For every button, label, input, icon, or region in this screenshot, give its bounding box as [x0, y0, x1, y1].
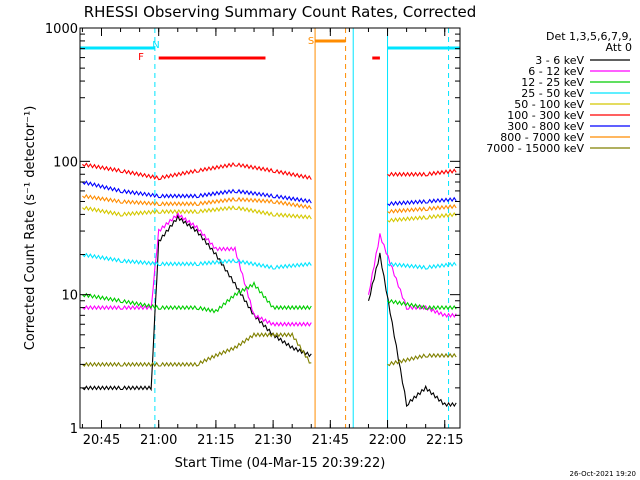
flag-label: S: [308, 36, 314, 47]
flag-lines: [154, 28, 450, 428]
series-line: [82, 281, 312, 314]
series-line: [387, 298, 457, 311]
flag-label: N: [152, 40, 159, 51]
series-line: [82, 211, 312, 327]
y-tick-label: 1: [70, 422, 78, 437]
x-tick-label: 20:45: [83, 433, 120, 448]
series-line: [82, 331, 312, 368]
legend-header: Det 1,3,5,6,7,9,: [546, 30, 632, 43]
series-line: [387, 261, 457, 270]
plot-frame: [79, 27, 461, 429]
x-tick-label: 22:15: [426, 433, 463, 448]
series-line: [387, 211, 457, 223]
series-line: [387, 203, 457, 214]
x-tick-label: 22:00: [369, 433, 406, 448]
series-line: [367, 252, 457, 408]
x-tick-label: 21:45: [312, 433, 349, 448]
series-line: [82, 180, 312, 204]
flag-bars: NF S: [80, 36, 460, 63]
chart-title: RHESSI Observing Summary Count Rates, Co…: [84, 3, 477, 21]
y-tick-label: 100: [53, 155, 78, 170]
series-line: [367, 233, 457, 318]
legend-header: Att 0: [606, 41, 632, 54]
legend-label: 100 - 300 keV: [507, 109, 584, 122]
y-tick-label: 10: [61, 289, 78, 304]
series-line: [82, 193, 312, 210]
legend-label: 300 - 800 keV: [507, 120, 584, 133]
legend-label: 50 - 100 keV: [514, 98, 584, 111]
legend-label: 12 - 25 keV: [521, 76, 584, 89]
y-tick-label: 1000: [45, 22, 78, 37]
series-line: [82, 161, 312, 181]
flag-label: F: [138, 52, 144, 63]
series-layer: [82, 161, 457, 408]
x-tick-label: 21:00: [140, 433, 177, 448]
x-tick-label: 21:15: [197, 433, 234, 448]
legend-label: 25 - 50 keV: [521, 87, 584, 100]
series-line: [387, 352, 457, 367]
series-line: [82, 205, 312, 220]
legend-label: 6 - 12 keV: [528, 65, 584, 78]
axes: 20:45 21:00 21:15 21:30 21:45 22:00 22:15 1 10 10…: [45, 22, 464, 448]
y-axis-label: Corrected Count Rate (s⁻¹ detector⁻¹): [23, 106, 38, 351]
series-line: [82, 214, 312, 392]
series-line: [387, 196, 457, 207]
series-line: [82, 252, 312, 270]
footer-timestamp: 26-Oct-2021 19:20: [570, 470, 636, 478]
legend-label: 3 - 6 keV: [535, 54, 584, 67]
legend-label: 800 - 7000 keV: [500, 131, 584, 144]
legend-label: 7000 - 15000 keV: [486, 142, 584, 155]
series-line: [387, 168, 457, 177]
x-axis-label: Start Time (04-Mar-15 20:39:22): [175, 456, 386, 471]
x-tick-label: 21:30: [254, 433, 291, 448]
